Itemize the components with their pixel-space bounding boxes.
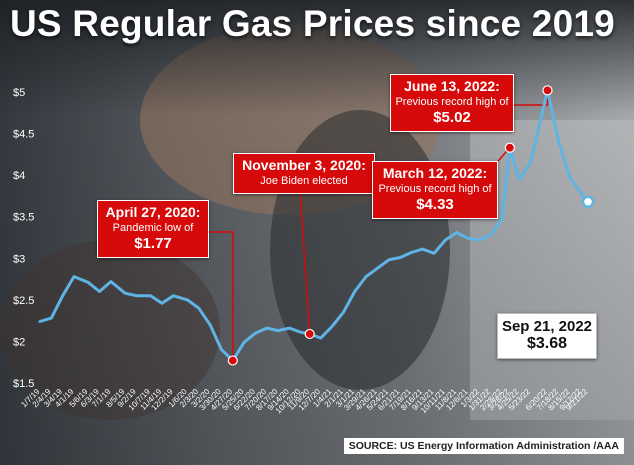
annotation-june: June 13, 2022: Previous record high of $…: [390, 74, 514, 132]
y-tick-label: $3: [13, 253, 25, 265]
annotation-sep-heading: Sep 21, 2022: [501, 318, 593, 335]
annotation-november: November 3, 2020: Joe Biden elected: [233, 153, 375, 194]
y-axis: $1.5 $2 $2.5 $3 $3.5 $4 $4.5 $5: [13, 87, 34, 390]
y-tick-label: $1.5: [13, 378, 34, 390]
annotation-march-value: $4.33: [416, 196, 454, 213]
annotation-november-heading: November 3, 2020:: [242, 157, 366, 173]
y-tick-label: $2.5: [13, 295, 34, 307]
highlight-point: [581, 195, 595, 208]
annotation-april-heading: April 27, 2020:: [105, 204, 201, 220]
annotation-april-text: Pandemic low of: [112, 222, 194, 234]
annotation-april-value: $1.77: [134, 235, 172, 252]
page-title: US Regular Gas Prices since 2019: [10, 3, 615, 44]
highlight-point: [304, 328, 315, 340]
y-tick-label: $4.5: [13, 129, 34, 141]
x-axis: 1/7/192/4/193/4/194/1/195/6/196/3/197/1/…: [19, 387, 589, 416]
source-credit: SOURCE: US Energy Information Administra…: [343, 438, 624, 454]
annotation-june-value: $5.02: [433, 109, 471, 126]
highlight-point: [504, 142, 515, 153]
annotation-connector: [299, 189, 311, 334]
annotation-sep: Sep 21, 2022 $3.68: [497, 313, 597, 359]
y-tick-label: $2: [13, 336, 25, 348]
highlight-point: [542, 85, 553, 96]
y-tick-label: $3.5: [13, 212, 34, 224]
annotation-november-text: Joe Biden elected: [260, 175, 348, 187]
highlight-point: [227, 355, 238, 366]
annotation-june-heading: June 13, 2022:: [404, 78, 500, 94]
highlight-markers: [227, 85, 595, 366]
series-line: [38, 88, 590, 363]
annotation-april: April 27, 2020: Pandemic low of $1.77: [97, 200, 209, 258]
annotation-march: March 12, 2022: Previous record high of …: [372, 161, 498, 219]
annotation-june-text: Previous record high of: [395, 96, 509, 108]
y-tick-label: $4: [13, 170, 25, 182]
annotation-march-text: Previous record high of: [378, 183, 492, 195]
annotation-march-heading: March 12, 2022:: [382, 165, 488, 181]
annotation-sep-value: $3.68: [526, 335, 568, 352]
y-tick-label: $5: [13, 87, 25, 99]
